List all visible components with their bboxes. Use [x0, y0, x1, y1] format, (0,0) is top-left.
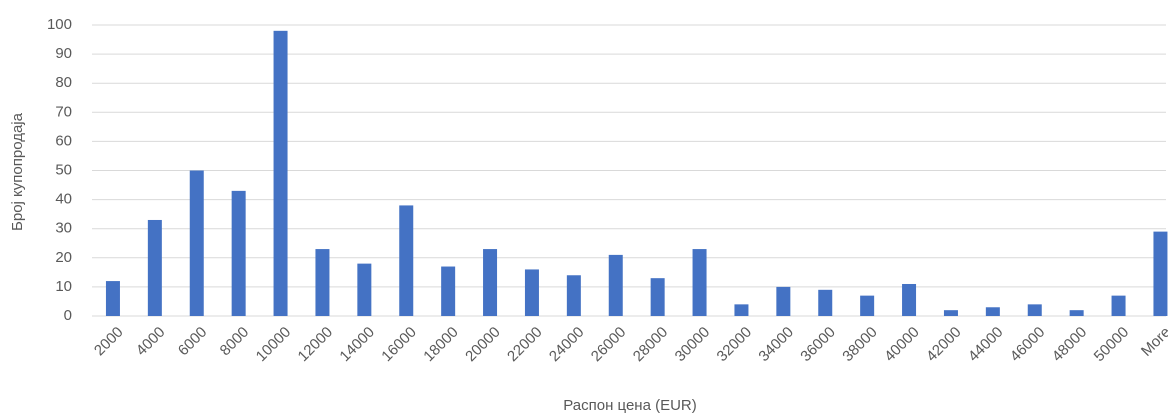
y-tick-label: 20	[55, 249, 72, 266]
y-tick-label: 40	[55, 191, 72, 208]
x-tick-label: 10000	[253, 324, 295, 366]
bar	[943, 310, 958, 316]
bar	[399, 205, 414, 316]
bar	[902, 283, 917, 316]
x-tick-label: 18000	[420, 324, 462, 366]
bar	[441, 266, 456, 316]
x-tick-label: 28000	[630, 324, 672, 366]
bar	[189, 170, 204, 316]
x-tick-label: 36000	[797, 324, 839, 366]
x-tick-label: 14000	[336, 324, 378, 366]
bar	[483, 249, 498, 316]
y-tick-label: 0	[64, 307, 72, 324]
x-tick-label: 46000	[1007, 324, 1049, 366]
x-tick-label: 8000	[217, 324, 253, 360]
x-tick-label: 50000	[1091, 324, 1133, 366]
bar	[818, 289, 833, 316]
y-tick-label: 100	[47, 16, 72, 33]
y-tick-label: 70	[55, 103, 72, 120]
bar	[776, 286, 791, 316]
x-axis-label: Распон цена (EUR)	[563, 397, 696, 414]
x-tick-label: 12000	[295, 324, 337, 366]
x-tick-label: 44000	[965, 324, 1007, 366]
x-tick-label: 38000	[839, 324, 881, 366]
bar	[1027, 304, 1042, 316]
bar	[524, 269, 539, 316]
bar	[357, 263, 372, 316]
x-tick-label: 40000	[881, 324, 923, 366]
y-tick-label: 10	[55, 278, 72, 295]
x-tick-label: 34000	[755, 324, 797, 366]
bar	[1111, 295, 1126, 316]
y-axis-label: Број купопродаја	[9, 112, 26, 231]
bar	[650, 278, 665, 316]
x-tick-label: 2000	[91, 324, 127, 360]
bar	[231, 190, 246, 316]
bar	[147, 219, 162, 316]
x-tick-label: 24000	[546, 324, 588, 366]
bar	[985, 307, 1000, 316]
y-tick-label: 80	[55, 74, 72, 91]
x-tick-label: 6000	[175, 324, 211, 360]
y-tick-label: 60	[55, 132, 72, 149]
y-tick-label: 30	[55, 220, 72, 237]
y-tick-label: 50	[55, 161, 72, 178]
x-tick-label: 22000	[504, 324, 546, 366]
x-tick-label: More	[1138, 324, 1168, 360]
x-tick-label: 32000	[714, 324, 756, 366]
bar	[315, 249, 330, 316]
bar	[860, 295, 875, 316]
bar	[1069, 310, 1084, 316]
x-tick-label: 42000	[923, 324, 965, 366]
bar	[566, 275, 581, 316]
bar	[105, 281, 120, 316]
y-tick-label: 90	[55, 45, 72, 62]
bar	[608, 254, 623, 316]
x-tick-label: 20000	[462, 324, 504, 366]
bar	[692, 249, 707, 316]
x-tick-label: 26000	[588, 324, 630, 366]
x-tick-label: 4000	[133, 324, 169, 360]
bar	[734, 304, 749, 316]
x-tick-label: 16000	[378, 324, 420, 366]
x-tick-label: 48000	[1049, 324, 1091, 366]
bar	[1153, 231, 1168, 316]
bar	[273, 30, 288, 316]
x-tick-label: 30000	[672, 324, 714, 366]
